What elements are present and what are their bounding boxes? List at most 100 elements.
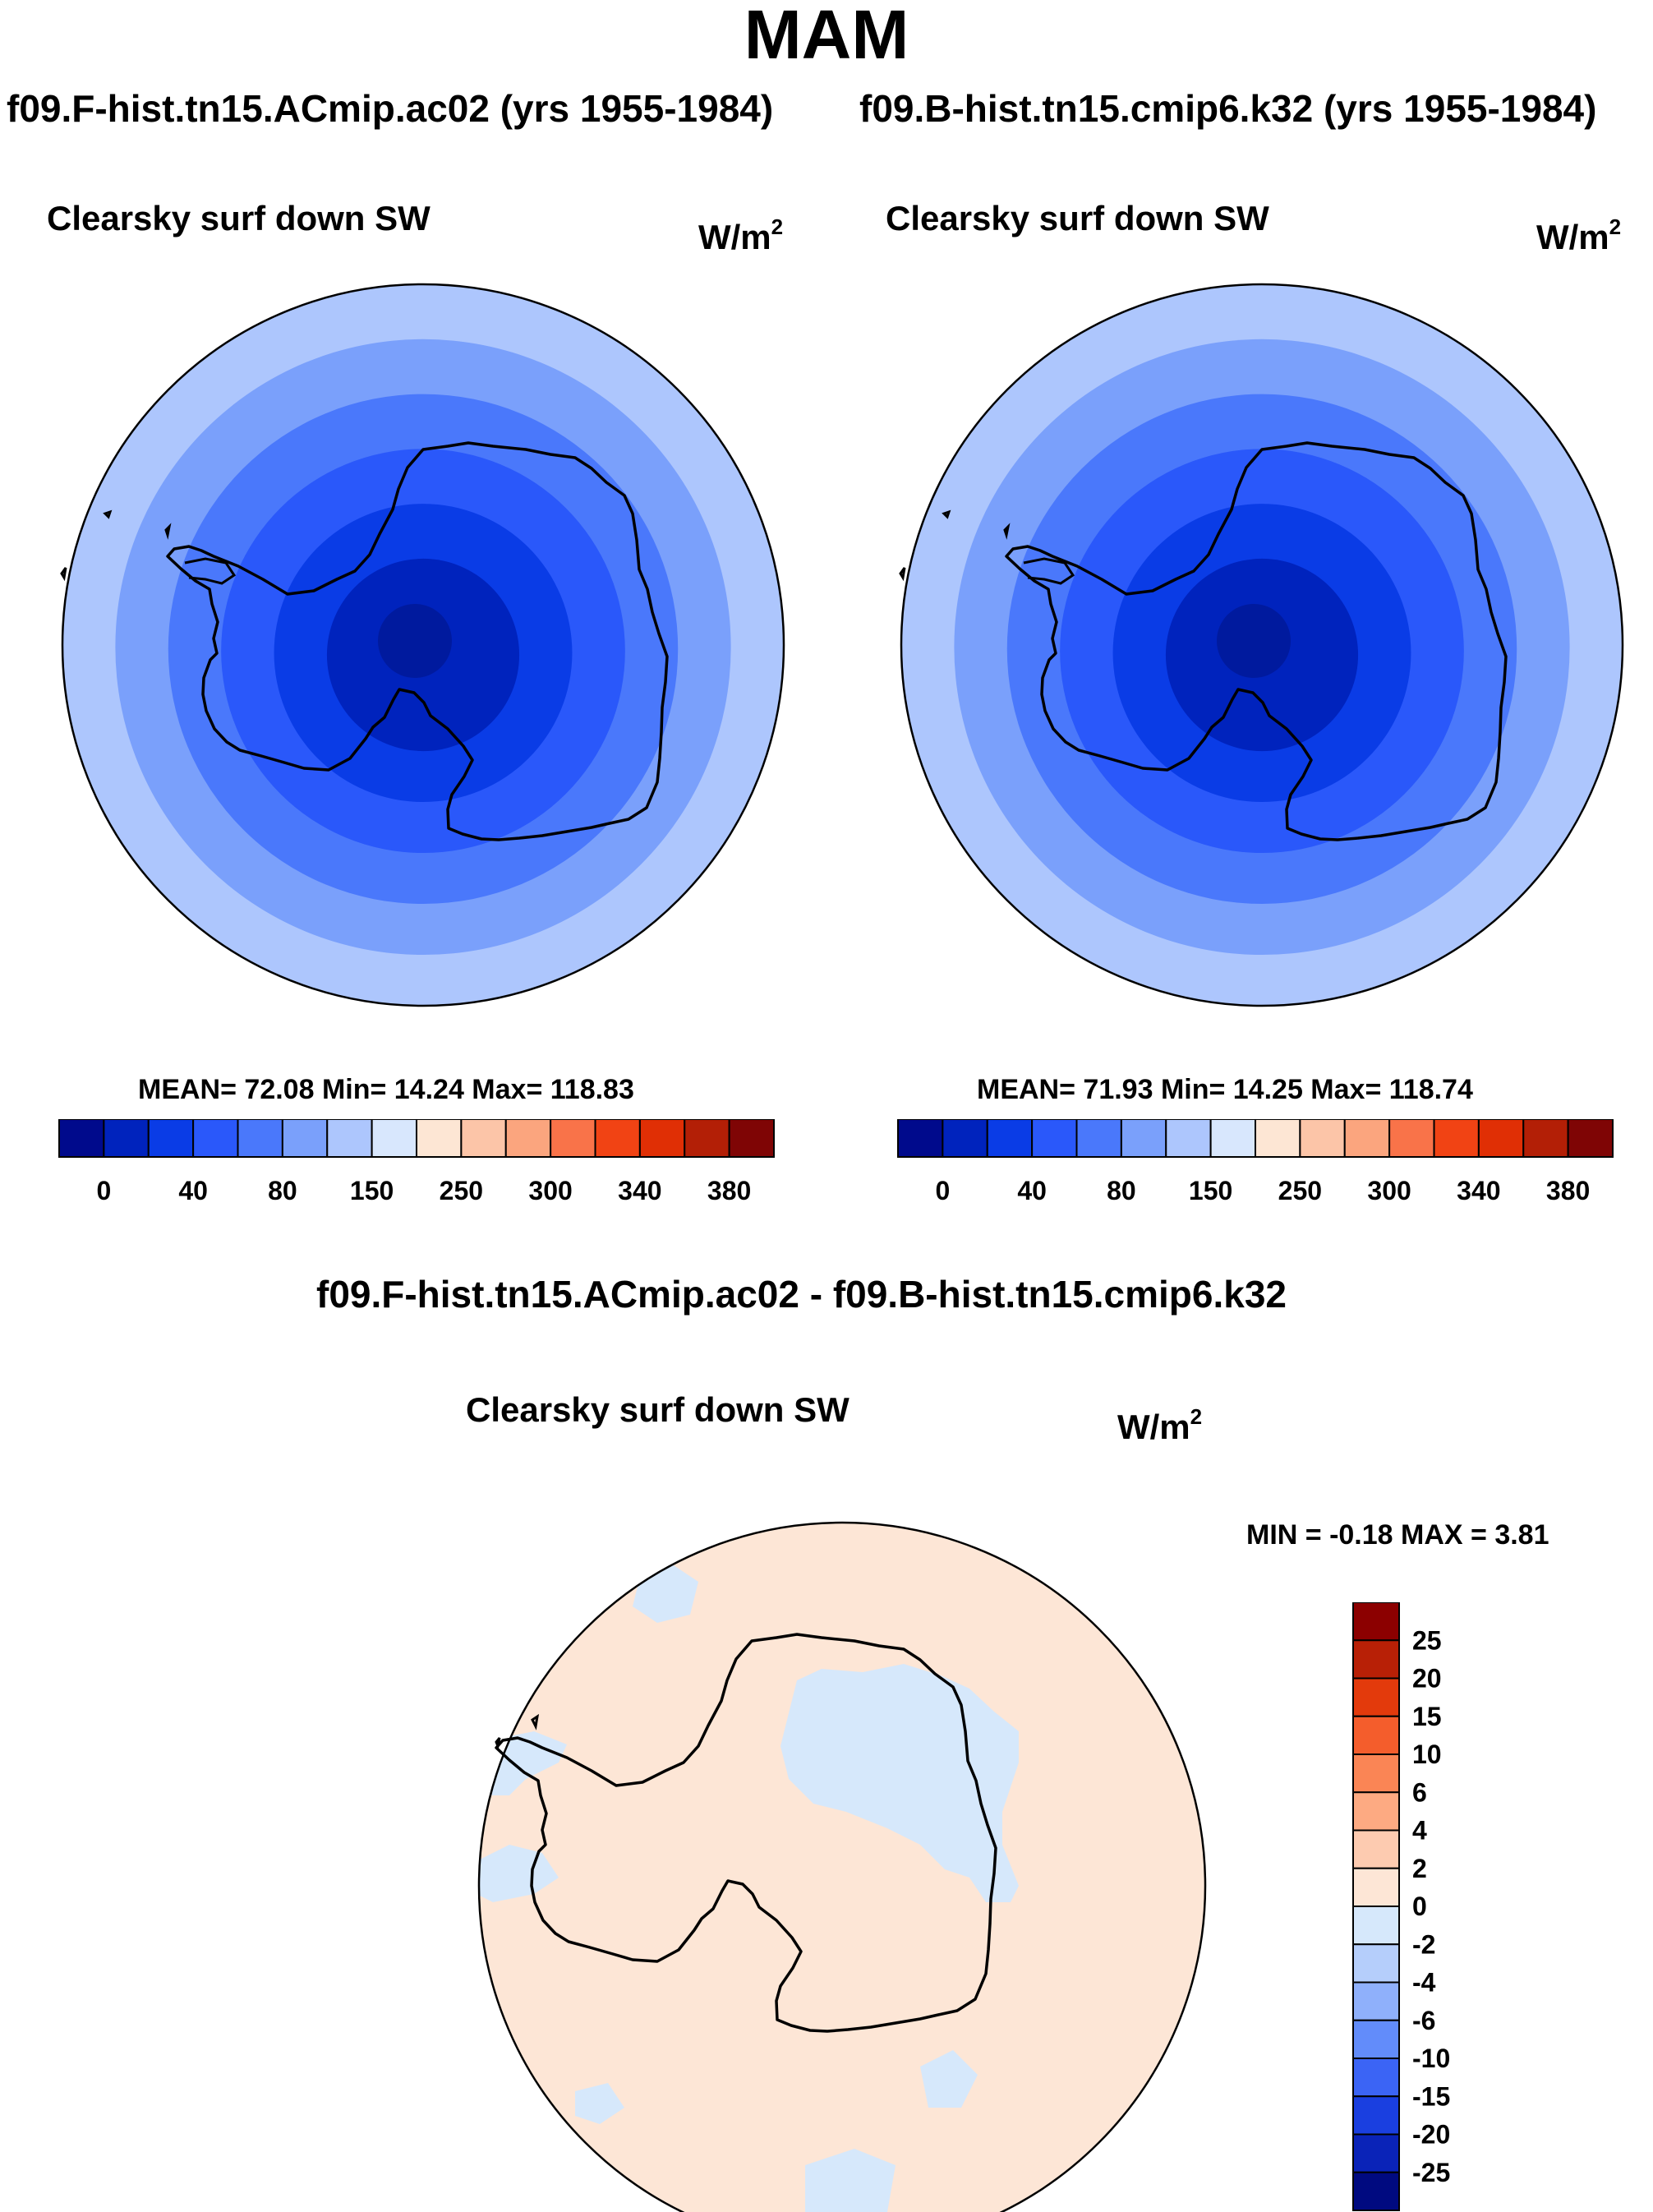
left-units: W/m2 [698,205,783,259]
left-colorbar-box-4 [237,1119,283,1158]
right-colorbar-box-13 [1477,1119,1525,1158]
right-colorbar-box-6 [1165,1119,1212,1158]
diff-map-frame [477,1521,1207,2212]
left-colorbar-tick-6: 340 [618,1176,661,1205]
diff-antarctica-coastline [495,1633,997,2033]
left-colorbar: 0 40 80 150 250 300 340 380 [58,1119,775,1205]
right-colorbar-tick-7: 380 [1546,1176,1590,1205]
diff-units-base: W/m [1117,1408,1190,1446]
left-colorbar-box-6 [326,1119,373,1158]
diff-colorbar-box-0 [1352,1602,1400,1642]
diff-colorbar-box-13 [1352,2095,1400,2136]
right-colorbar-box-8 [1255,1119,1301,1158]
left-colorbar-box-2 [147,1119,195,1158]
diff-minmax: MIN = -0.18 MAX = 3.81 [1246,1519,1549,1551]
diff-colorbar-tick-9: -4 [1412,1968,1436,1998]
left-colorbar-tick-1: 40 [178,1176,208,1205]
diff-colorbar-tick-12: -15 [1412,2081,1450,2111]
right-colorbar-tick-2: 80 [1107,1176,1136,1205]
left-units-base: W/m [698,218,771,256]
left-colorbar-box-14 [684,1119,730,1158]
diff-colorbar-box-8 [1352,1906,1400,1946]
diff-colorbar-box-1 [1352,1639,1400,1680]
right-polar-map [899,283,1624,1007]
right-colorbar-tick-1: 40 [1017,1176,1047,1205]
left-polar-map [60,283,785,1007]
right-colorbar-box-7 [1209,1119,1256,1158]
left-colorbar-box-13 [638,1119,686,1158]
diff-colorbar-tick-11: -10 [1412,2044,1450,2073]
right-colorbar-tick-6: 340 [1457,1176,1500,1205]
left-colorbar-box-11 [550,1119,596,1158]
diff-patch-west2 [479,1845,559,1902]
left-colorbar-box-10 [504,1119,552,1158]
diff-colorbar-tick-1: 20 [1412,1664,1442,1694]
right-units: W/m2 [1536,205,1621,259]
right-map-frame [900,283,1624,1007]
diff-colorbar-tick-6: 2 [1412,1854,1427,1883]
diff-colorbar-tick-8: -2 [1412,1929,1435,1959]
right-island [899,509,1011,582]
diff-colorbar-box-7 [1352,1867,1400,1907]
right-colorbar-box-14 [1522,1119,1569,1158]
diff-colorbar-tick-3: 10 [1412,1740,1442,1769]
diff-polar-map [477,1521,1207,2212]
right-colorbar-box-4 [1075,1119,1122,1158]
diff-panel-title: Clearsky surf down SW [466,1390,850,1429]
diff-colorbar-box-11 [1352,2019,1400,2059]
left-island [60,509,172,582]
left-units-exp: 2 [771,214,784,239]
left-colorbar-box-7 [371,1119,417,1158]
diff-colorbar-tick-2: 15 [1412,1702,1442,1731]
diff-patch-south [920,2050,978,2108]
right-peninsula-loop [1023,557,1075,585]
diff-patch-sw [575,2083,624,2124]
diff-colorbar-box-9 [1352,1943,1400,1984]
right-colorbar-tick-3: 150 [1189,1176,1232,1205]
left-colorbar-tick-3: 150 [350,1176,394,1205]
right-antarctica-coastline [1005,441,1508,841]
right-run-title: f09.B-hist.tn15.cmip6.k32 (yrs 1955-1984… [859,87,1597,130]
left-band-core [378,604,452,678]
diff-colorbar-box-15 [1352,2171,1400,2211]
diff-map-background [479,1523,1205,2212]
right-colorbar-box-9 [1299,1119,1346,1158]
left-colorbar-tick-5: 300 [528,1176,572,1205]
right-colorbar-box-15 [1567,1119,1614,1158]
diff-colorbar-box-2 [1352,1677,1400,1717]
right-colorbar-box-3 [1031,1119,1078,1158]
right-band-core [1217,604,1291,678]
diff-colorbar-tick-13: -20 [1412,2120,1450,2150]
left-colorbar-tick-0: 0 [96,1176,111,1205]
left-colorbar-box-12 [594,1119,641,1158]
right-colorbar: 0 40 80 150 250 300 340 380 [897,1119,1614,1205]
diff-patch-north [633,1565,698,1623]
right-colorbar-box-0 [897,1119,944,1158]
right-panel-title: Clearsky surf down SW [886,199,1269,237]
right-colorbar-tick-4: 250 [1278,1176,1322,1205]
diff-units: W/m2 [1117,1395,1202,1449]
right-units-base: W/m [1536,218,1609,256]
left-run-title: f09.F-hist.tn15.ACmip.ac02 (yrs 1955-198… [7,87,774,130]
right-stats: MEAN= 71.93 Min= 14.25 Max= 118.74 [977,1074,1473,1105]
left-colorbar-box-5 [281,1119,329,1158]
left-colorbar-box-9 [460,1119,507,1158]
left-colorbar-box-1 [103,1119,150,1158]
left-colorbar-box-8 [416,1119,463,1158]
right-colorbar-box-5 [1120,1119,1167,1158]
figure-title: MAM [744,0,909,73]
right-colorbar-tick-5: 300 [1367,1176,1411,1205]
right-map-bands [901,284,1623,1006]
left-colorbar-box-0 [58,1119,105,1158]
diff-colorbar-box-10 [1352,1981,1400,2021]
diff-units-exp: 2 [1190,1404,1203,1429]
left-peninsula-loop [184,557,237,585]
left-stats: MEAN= 72.08 Min= 14.24 Max= 118.83 [138,1074,634,1105]
right-colorbar-box-1 [942,1119,988,1158]
right-colorbar-box-10 [1343,1119,1391,1158]
diff-colorbar-box-14 [1352,2133,1400,2173]
diff-colorbar-tick-5: 4 [1412,1816,1427,1846]
left-map-bands [62,284,784,1006]
right-units-exp: 2 [1609,214,1622,239]
